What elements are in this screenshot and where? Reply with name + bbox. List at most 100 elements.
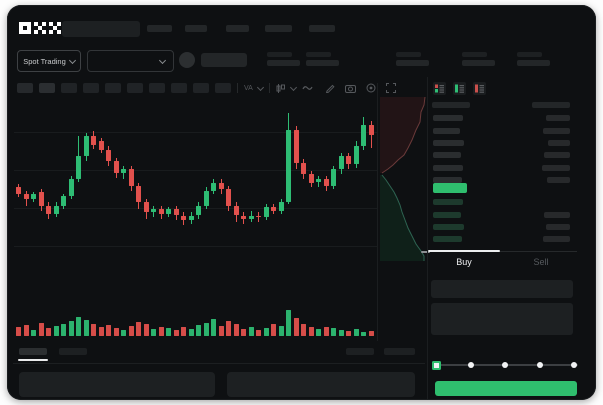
bottom-tab-underline [18, 359, 48, 361]
timeframe-button[interactable] [193, 83, 209, 93]
coin-avatar [179, 52, 195, 68]
book-mode-bids-icon[interactable] [453, 82, 466, 95]
pair-dropdown[interactable] [87, 50, 174, 72]
timeframe-button[interactable] [127, 83, 143, 93]
bid-row[interactable] [433, 233, 570, 245]
asks-list [433, 112, 570, 186]
candle-type-icon [276, 83, 285, 93]
app-window: Spot Trading VA [7, 5, 596, 400]
depth-chart [380, 96, 426, 261]
depth-asks-area [380, 97, 425, 173]
depth-bids-line [381, 174, 425, 261]
bid-row[interactable] [433, 208, 570, 220]
sell-tab-label: Sell [533, 257, 549, 267]
timeframe-button[interactable] [149, 83, 165, 93]
timeframe-button[interactable] [17, 83, 33, 93]
gridline [14, 208, 377, 209]
percent-slider[interactable] [432, 358, 580, 372]
ask-row[interactable] [433, 162, 570, 174]
market-type-dropdown[interactable]: Spot Trading [17, 50, 81, 72]
settings-icon[interactable] [366, 83, 376, 93]
buy-tab-label: Buy [456, 257, 472, 267]
bottom-action[interactable] [346, 348, 374, 355]
nav-item-2[interactable] [185, 25, 207, 32]
bottom-action[interactable] [384, 348, 415, 355]
screenshot-icon[interactable] [344, 84, 356, 93]
draw-tool-icon[interactable] [325, 83, 335, 93]
price-input[interactable] [431, 280, 573, 298]
search-input[interactable] [62, 21, 140, 37]
timeframe-button[interactable] [171, 83, 187, 93]
ask-row[interactable] [433, 137, 570, 149]
pair-title-placeholder [201, 53, 247, 67]
ask-row[interactable] [433, 149, 570, 161]
stat-value [306, 60, 339, 66]
timeframe-button[interactable] [105, 83, 121, 93]
slider-handle[interactable] [432, 360, 441, 370]
fullscreen-icon[interactable] [385, 83, 396, 93]
stat-value [462, 60, 495, 66]
book-col-header-amount [532, 102, 570, 108]
market-type-label: Spot Trading [23, 56, 66, 66]
tab-sell[interactable]: Sell [505, 257, 577, 267]
chevron-down-icon [158, 56, 167, 64]
nav-item-5[interactable] [309, 25, 335, 32]
stat-value [517, 60, 550, 66]
slider-step-dot[interactable] [502, 362, 508, 368]
book-mode-asks-icon[interactable] [473, 82, 486, 95]
bottom-tab[interactable] [59, 348, 87, 355]
candles-layer [14, 100, 377, 265]
nav-item-4[interactable] [265, 25, 292, 32]
stat-label [462, 52, 487, 57]
indicator-icon[interactable] [302, 84, 313, 92]
stat-label [306, 52, 331, 57]
chevron-down-icon [256, 83, 264, 91]
depth-bids-area [380, 175, 424, 261]
gridline [14, 132, 377, 133]
buy-tab-underline [428, 250, 500, 252]
panel-divider [427, 77, 428, 400]
slider-dots [432, 358, 580, 372]
timeframe-button[interactable] [215, 83, 231, 93]
ask-row[interactable] [433, 174, 570, 186]
depth-asks-line [381, 96, 426, 174]
bottom-tab-active[interactable] [19, 348, 47, 355]
timeframe-button[interactable] [39, 83, 55, 93]
depth-scroll-marker [421, 251, 430, 253]
toolbar-divider [237, 83, 238, 93]
tab-buy[interactable]: Buy [428, 257, 500, 267]
stat-value [267, 60, 300, 66]
nav-item-1[interactable] [147, 25, 172, 32]
gridline [14, 170, 377, 171]
bid-row[interactable] [433, 196, 570, 208]
chart-type-selector[interactable] [276, 83, 297, 93]
bottom-panel-right [227, 372, 415, 397]
timeframe-button[interactable] [83, 83, 99, 93]
depth-divider [377, 83, 378, 341]
overlay-label: VA [244, 84, 253, 92]
okx-logo[interactable] [19, 21, 61, 35]
stat-value [396, 60, 429, 66]
bid-row[interactable] [433, 221, 570, 233]
chevron-down-icon [68, 56, 76, 64]
ask-row[interactable] [433, 124, 570, 136]
chevron-down-icon [289, 83, 297, 91]
bids-list [433, 196, 570, 246]
bottom-panel-left [19, 372, 215, 397]
slider-step-dot[interactable] [467, 362, 474, 368]
nav-item-3[interactable] [226, 25, 249, 32]
slider-step-dot[interactable] [536, 362, 543, 368]
slider-step-dot[interactable] [571, 362, 577, 368]
chart-toolbar: VA [17, 82, 417, 94]
last-price-badge[interactable] [433, 183, 467, 193]
amount-input[interactable] [431, 303, 573, 335]
ask-row[interactable] [433, 112, 570, 124]
price-chart[interactable] [14, 100, 377, 265]
book-mode-combined-icon[interactable] [433, 82, 446, 95]
buy-submit-button[interactable] [435, 381, 577, 396]
stat-label [517, 52, 542, 57]
orderbook-mode-icons [433, 82, 486, 95]
timeframe-button[interactable] [61, 83, 77, 93]
overlay-selector[interactable]: VA [244, 83, 264, 92]
tab-divider [428, 251, 577, 252]
